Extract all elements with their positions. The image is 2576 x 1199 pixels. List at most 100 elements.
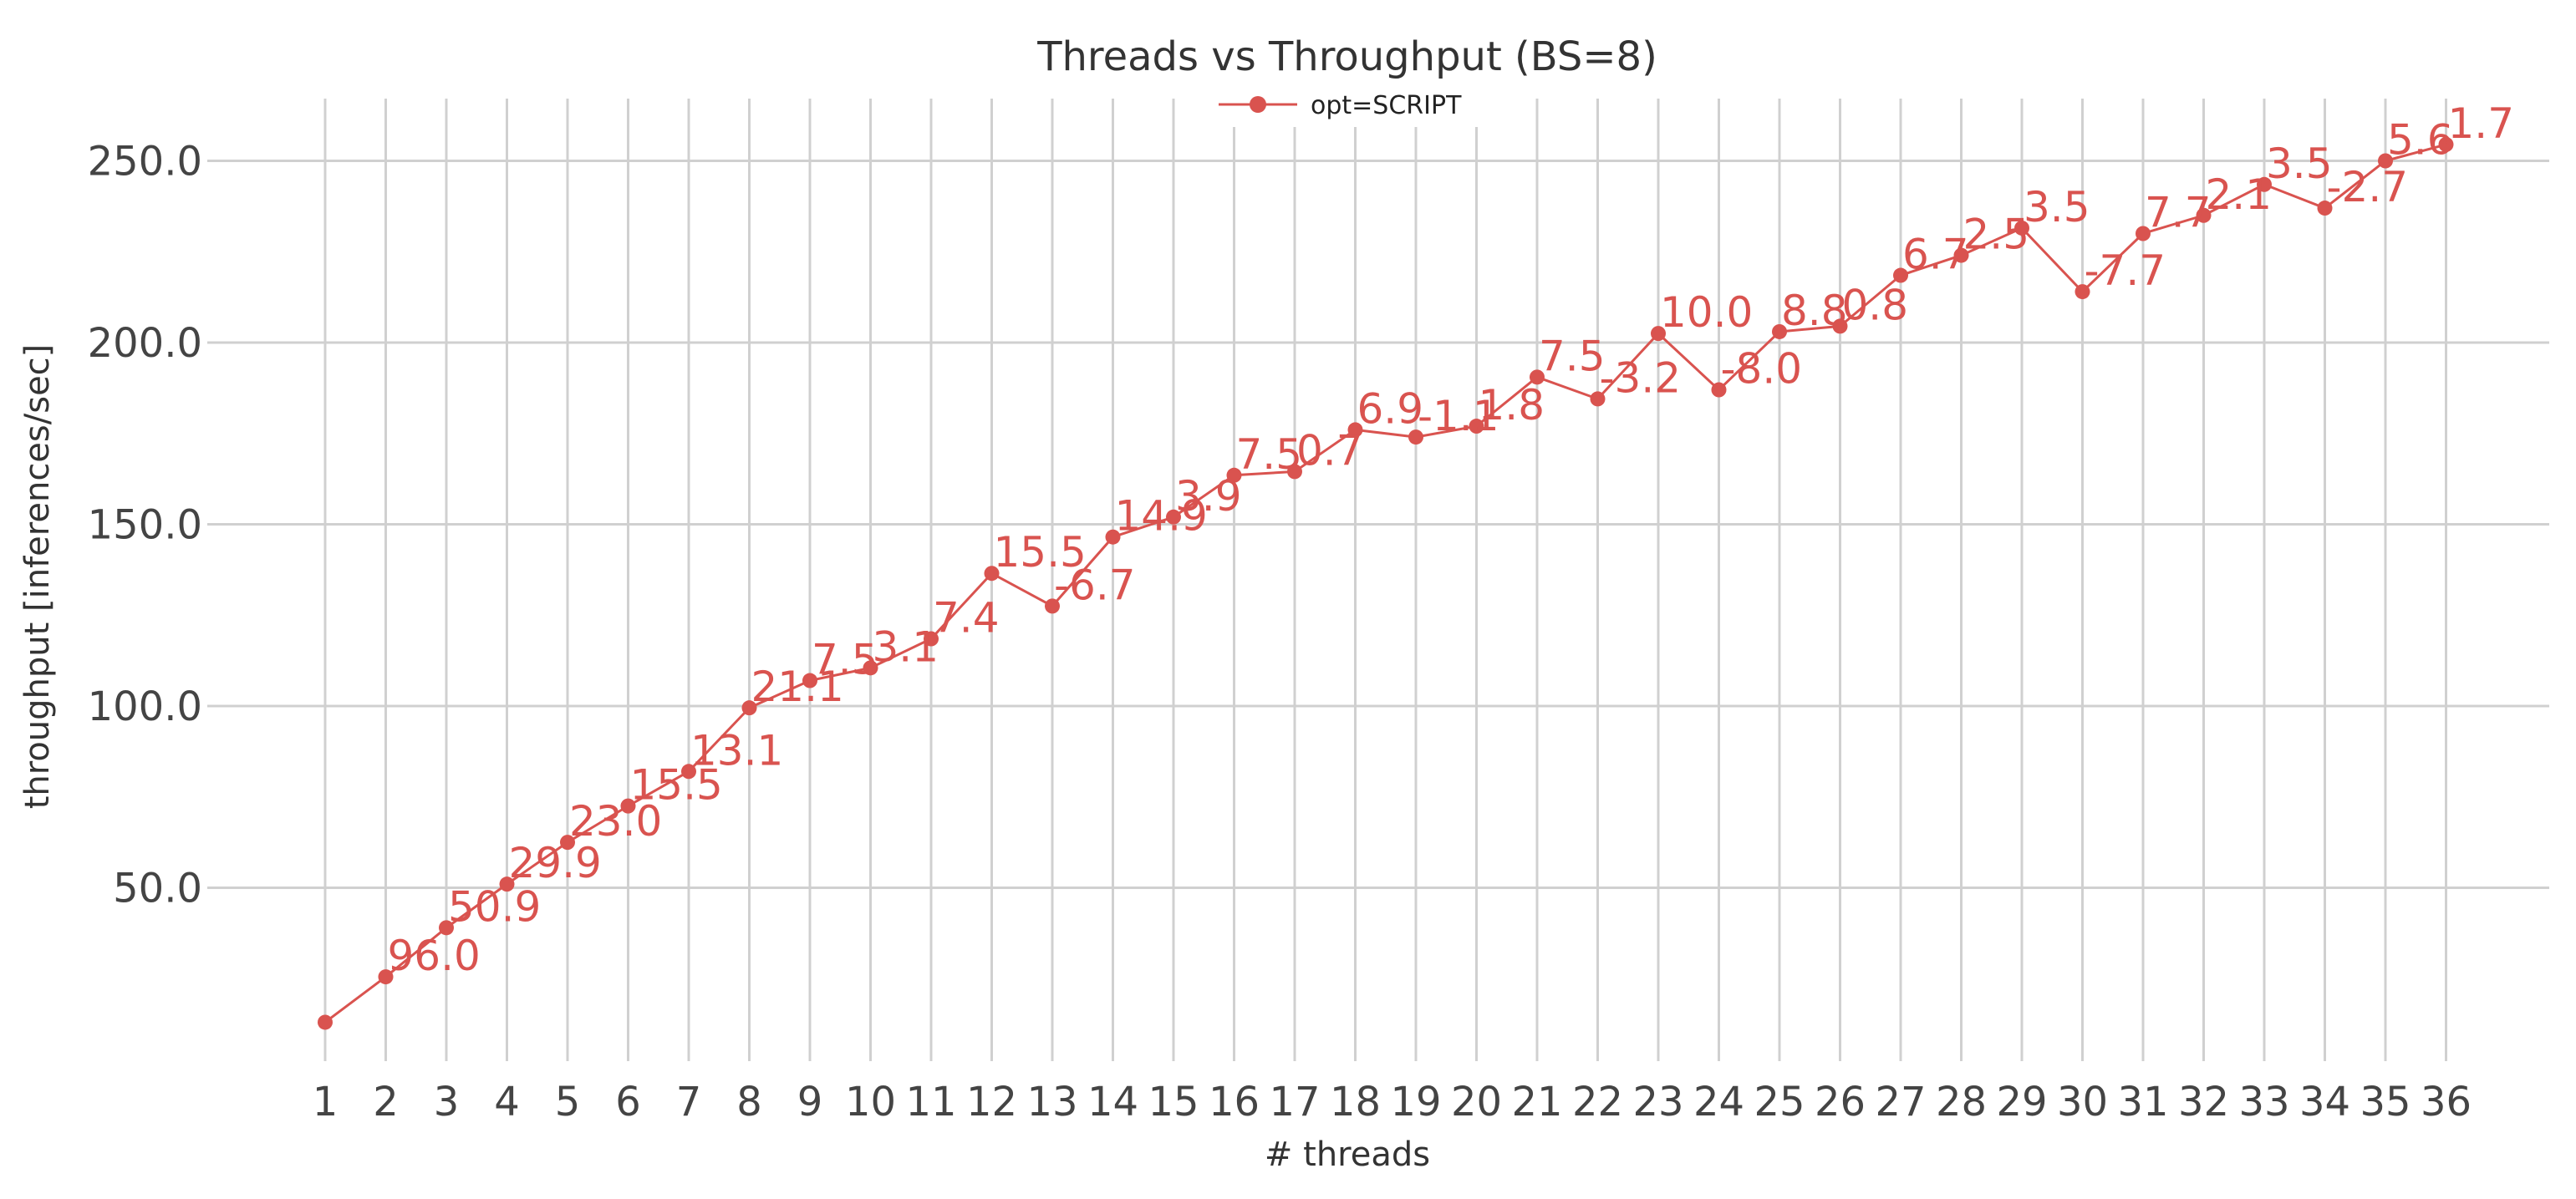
data-point: [1651, 326, 1666, 342]
data-point: [681, 764, 696, 780]
x-tick-label: 1: [313, 1079, 339, 1125]
series-line: [324, 143, 2446, 1024]
x-tick-label: 26: [1815, 1079, 1866, 1125]
x-tick-label: 35: [2360, 1079, 2411, 1125]
x-tick-label: 10: [845, 1079, 896, 1125]
x-tick-label: 23: [1632, 1079, 1683, 1125]
data-label: 14.9: [1115, 492, 1208, 541]
data-point: [2136, 226, 2151, 241]
data-point: [1226, 467, 1242, 483]
data-label: 15.5: [630, 761, 723, 810]
x-tick-label: 4: [494, 1079, 520, 1125]
data-label: 21.1: [751, 663, 844, 711]
grid: [207, 99, 2549, 1061]
x-tick-label: 29: [1996, 1079, 2047, 1125]
data-point: [1166, 509, 1181, 525]
data-point: [2257, 176, 2272, 192]
data-point: [2196, 207, 2212, 223]
data-point: [2014, 220, 2029, 236]
x-tick-label: 16: [1209, 1079, 1260, 1125]
data-point: [620, 798, 636, 814]
data-label: 6.7: [1902, 231, 1969, 279]
data-point: [1953, 247, 1969, 263]
data-label: 10.0: [1660, 288, 1753, 337]
y-axis-title: throughput [inferences/sec]: [18, 344, 57, 810]
x-tick-label: 21: [1511, 1079, 1562, 1125]
data-point: [741, 700, 757, 716]
x-tick-label: 22: [1572, 1079, 1623, 1125]
data-point: [863, 660, 878, 676]
data-label: 50.9: [448, 882, 541, 931]
data-point: [1772, 323, 1787, 339]
x-tick-label: 13: [1026, 1079, 1077, 1125]
x-tick-label: 11: [905, 1079, 956, 1125]
data-labels-group: 96.050.929.923.015.513.121.17.53.17.415.…: [388, 99, 2515, 980]
x-tick-label: 31: [2117, 1079, 2168, 1125]
data-point: [1408, 429, 1423, 445]
x-tick-label: 14: [1087, 1079, 1138, 1125]
data-point: [560, 835, 575, 851]
y-tick-label: 100.0: [88, 683, 202, 730]
data-label: -3.2: [1600, 353, 1682, 402]
data-label: 3.5: [2024, 183, 2090, 231]
data-point: [1832, 318, 1848, 334]
legend-point-marker: [1250, 96, 1266, 113]
x-tick-label: 30: [2057, 1079, 2108, 1125]
x-tick-label: 7: [676, 1079, 702, 1125]
x-tick-label: 2: [373, 1079, 399, 1125]
legend-label: opt=SCRIPT: [1311, 91, 1462, 120]
data-label: -2.7: [2327, 163, 2409, 211]
data-label: 6.9: [1357, 384, 1424, 433]
data-label: 7.5: [812, 636, 878, 684]
x-tick-label: 18: [1330, 1079, 1381, 1125]
data-point: [1045, 598, 1060, 614]
x-tick-label: 3: [434, 1079, 460, 1125]
y-tick-label: 50.0: [113, 866, 202, 912]
series-group: [318, 136, 2454, 1030]
data-label: 13.1: [690, 726, 783, 775]
legend: opt=SCRIPT: [1217, 80, 1491, 127]
data-point: [499, 876, 515, 892]
data-point: [1105, 529, 1121, 545]
x-tick-label: 27: [1875, 1079, 1926, 1125]
x-tick-label: 24: [1693, 1079, 1744, 1125]
x-axis-title: # threads: [1265, 1135, 1430, 1174]
data-label: 7.5: [1236, 430, 1303, 479]
x-tick-label: 9: [797, 1079, 823, 1125]
x-tick-label: 8: [736, 1079, 762, 1125]
data-point: [2438, 136, 2454, 152]
data-point: [802, 673, 817, 688]
x-tick-label: 36: [2421, 1079, 2472, 1125]
data-label: 0.7: [1296, 426, 1363, 475]
y-tick-label: 250.0: [88, 139, 202, 185]
data-point: [1711, 382, 1727, 398]
data-point: [439, 920, 454, 936]
data-label: 15.5: [994, 528, 1087, 577]
y-tick-label: 150.0: [88, 502, 202, 549]
x-tick-label: 32: [2178, 1079, 2229, 1125]
data-point: [1530, 369, 1545, 385]
data-label: 3.5: [2266, 140, 2333, 188]
chart-title: Threads vs Throughput (BS=8): [1036, 33, 1657, 80]
y-tick-labels: 50.0 100.0 150.0 200.0 250.0: [88, 139, 202, 912]
data-label: 0.8: [1842, 281, 1909, 329]
data-label: 7.7: [2145, 189, 2212, 237]
x-tick-label: 6: [615, 1079, 641, 1125]
data-point: [984, 566, 1000, 582]
data-label: 23.0: [569, 797, 662, 846]
data-label: 1.8: [1479, 381, 1545, 429]
data-label: -8.0: [1721, 345, 1803, 394]
data-point: [924, 631, 939, 647]
x-tick-labels: 1 2 3 4 5 6 7 8 9 10 11 12 13 14 15 16 17 18 19 20 21 22 23 24 2…: [313, 1079, 2472, 1125]
x-tick-label: 12: [966, 1079, 1017, 1125]
x-tick-label: 34: [2299, 1079, 2350, 1125]
data-point: [378, 969, 394, 985]
x-tick-label: 19: [1390, 1079, 1441, 1125]
data-point: [2075, 284, 2090, 300]
data-label: 96.0: [388, 932, 481, 980]
data-point: [1893, 267, 1908, 283]
data-label: 8.8: [1781, 287, 1848, 335]
data-point: [2378, 153, 2393, 169]
data-label: 1.7: [2448, 99, 2515, 148]
